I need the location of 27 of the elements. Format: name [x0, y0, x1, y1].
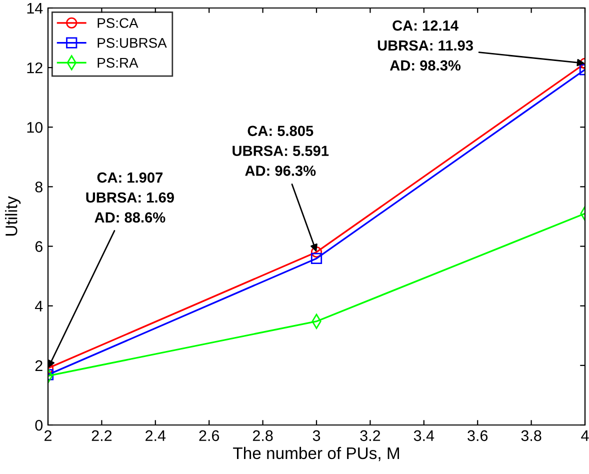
- annotation: CA: 12.14 UBRSA: 11.93 AD: 98.3%: [378, 20, 473, 71]
- x-tick-label: 3.4: [414, 430, 434, 442]
- x-tick-label: 3.6: [468, 430, 488, 442]
- x-tick-label: 2.6: [199, 430, 220, 442]
- x-tick-label: 2.2: [92, 430, 112, 441]
- legend-label: PS:CA: [98, 18, 138, 28]
- x-tick-label: 2.4: [146, 430, 166, 441]
- annotation: CA: 5.805 UBRSA: 5.591 AD: 96.3%: [232, 126, 329, 176]
- y-tick-label: 12: [27, 62, 42, 74]
- x-tick-label: 2: [44, 430, 52, 441]
- y-tick-label: 0: [35, 420, 43, 431]
- y-tick-label: 14: [27, 3, 43, 14]
- y-tick-label: 2: [35, 360, 42, 371]
- x-tick-label: 3.8: [521, 430, 542, 442]
- x-tick-label: 2.8: [252, 430, 273, 442]
- legend-label: PS:RA: [98, 58, 138, 68]
- annotation: CA: 1.907 UBRSA: 1.69 AD: 88.6%: [86, 172, 174, 223]
- y-tick-label: 10: [27, 122, 43, 133]
- legend-label: PS:UBRSA: [98, 38, 167, 48]
- y-axis-title: Utility: [5, 196, 21, 236]
- x-axis-title: The number of PUs, M: [233, 446, 399, 462]
- y-tick-label: 4: [34, 300, 43, 312]
- x-tick-label: 3.2: [360, 430, 380, 442]
- y-tick-label: 8: [35, 182, 42, 192]
- y-tick-label: 6: [35, 241, 42, 252]
- x-tick-label: 4: [581, 430, 589, 441]
- x-tick-label: 3: [312, 430, 320, 442]
